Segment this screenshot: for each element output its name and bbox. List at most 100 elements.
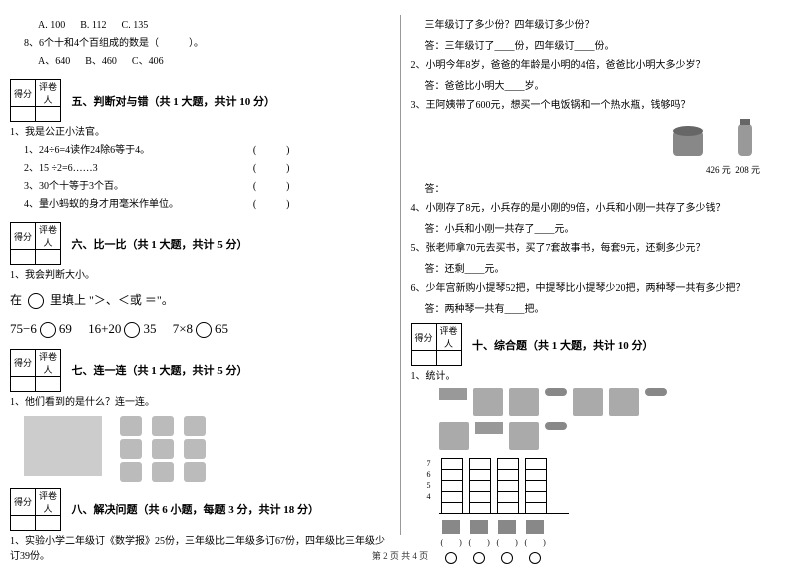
cat-icon: [470, 520, 488, 534]
obj: [184, 416, 206, 436]
obj: [152, 416, 174, 436]
cat-icon: [526, 520, 544, 534]
score-cell: [11, 376, 36, 391]
s5-i1: 1、24÷6=4读作24除6等于4。( ): [24, 143, 390, 158]
s8-ans4: 答：小兵和小刚一共存了____元。: [425, 220, 791, 235]
computer-icon: [439, 422, 469, 450]
cat-label: ( ): [497, 537, 517, 548]
score-box: 得分评卷人: [411, 323, 462, 366]
product-figure: 426 元 208 元: [411, 116, 761, 176]
page-footer: 第 2 页 共 4 页: [0, 549, 800, 562]
category-images: ( ) ( ) ( ) ( ): [441, 520, 791, 548]
score-cell: [411, 351, 436, 366]
people-image: [24, 416, 102, 476]
section-7-header: 得分评卷人 七、连一连（共 1 大题，共计 5 分）: [10, 349, 390, 392]
item-text: 4、量小蚂蚁的身才用毫米作单位。: [24, 199, 179, 210]
score-label: 得分: [11, 349, 36, 376]
score-cell: [11, 107, 36, 122]
q8: 8、6个十和4个百组成的数是（ ）。: [24, 36, 390, 51]
cat: ( ): [441, 520, 461, 548]
score-label: 得分: [11, 488, 36, 515]
obj: [120, 462, 142, 482]
score-label: 得分: [11, 223, 36, 250]
opt-b: B. 112: [80, 20, 106, 31]
reviewer-label: 评卷人: [36, 223, 61, 250]
right-column: 三年级订了多少份？四年级订多少份？ 答：三年级订了____份，四年级订____份…: [401, 0, 800, 540]
section-6-title: 六、比一比（共 1 大题，共计 5 分）: [72, 236, 248, 252]
s5-q1: 1、我是公正小法官。: [10, 125, 390, 140]
e3b: 65: [215, 321, 228, 336]
reviewer-label: 评卷人: [436, 324, 461, 351]
section-7-title: 七、连一连（共 1 大题，共计 5 分）: [72, 362, 248, 378]
circle-icon: [40, 322, 56, 338]
score-box: 得分评卷人: [10, 349, 61, 392]
s8-q4: 4、小刚存了8元，小兵存的是小刚的9倍，小兵和小刚一共存了多少钱？: [411, 201, 791, 216]
s6-q1: 1、我会判断大小。: [10, 268, 390, 283]
reviewer-cell: [36, 376, 61, 391]
e3a: 7×8: [173, 321, 193, 336]
obj: [120, 439, 142, 459]
computer-icon: [509, 388, 539, 416]
obj: [152, 439, 174, 459]
cat-icon: [498, 520, 516, 534]
item-text: 1、24÷6=4读作24除6等于4。: [24, 145, 150, 156]
mouse-icon: [645, 388, 667, 396]
ytick: 6: [427, 469, 431, 480]
reviewer-label: 评卷人: [36, 80, 61, 107]
bar: [497, 458, 519, 513]
reviewer-cell: [36, 515, 61, 530]
cat-icon: [442, 520, 460, 534]
e2a: 16+20: [88, 321, 121, 336]
cat: ( ): [469, 520, 489, 548]
section-10-header: 得分评卷人 十、综合题（共 1 大题，共计 10 分）: [411, 323, 791, 366]
ytick: 4: [427, 491, 431, 502]
y-axis: 7 6 5 4: [427, 458, 431, 502]
x-axis: [439, 513, 569, 514]
computer-icon: [573, 388, 603, 416]
obj: [184, 462, 206, 482]
section-10-title: 十、综合题（共 1 大题，共计 10 分）: [472, 337, 654, 353]
reviewer-cell: [436, 351, 461, 366]
objects-grid: [120, 416, 206, 482]
connect-figure: [24, 416, 390, 482]
q7-options: A. 100 B. 112 C. 135: [38, 18, 390, 33]
obj: [184, 439, 206, 459]
circle-icon: [124, 322, 140, 338]
s8-ans1: 答：三年级订了____份，四年级订____份。: [425, 37, 791, 52]
bar: [469, 458, 491, 513]
s6-exprs: 75−669 16+2035 7×865: [10, 319, 390, 339]
opt-c: C、406: [132, 56, 164, 67]
reviewer-cell: [36, 250, 61, 265]
mouse-icon: [545, 422, 567, 430]
s8-cont: 三年级订了多少份？四年级订多少份？: [425, 18, 791, 33]
opt-a: A. 100: [38, 20, 65, 31]
score-box: 得分评卷人: [10, 488, 61, 531]
computer-icon: [509, 422, 539, 450]
s8-ans6: 答：两种琴一共有____把。: [425, 300, 791, 315]
keyboard-icon: [475, 422, 503, 434]
s6-instr: 在 里填上 "＞、＜或 ＝"。: [10, 291, 390, 309]
score-label: 得分: [411, 324, 436, 351]
mouse-icon: [545, 388, 567, 396]
opt-a: A、640: [38, 56, 70, 67]
circle-icon: [28, 293, 44, 309]
s5-i4: 4、量小蚂蚁的身才用毫米作单位。( ): [24, 197, 390, 212]
cat-label: ( ): [525, 537, 545, 548]
section-8-title: 八、解决问题（共 6 小题，每题 3 分，共计 18 分）: [72, 501, 320, 517]
section-6-header: 得分评卷人 六、比一比（共 1 大题，共计 5 分）: [10, 222, 390, 265]
thermos-icon: [730, 116, 760, 161]
section-5-title: 五、判断对与错（共 1 大题，共计 10 分）: [72, 93, 276, 109]
s7-q1: 1、他们看到的是什么？连一连。: [10, 395, 390, 410]
score-cell: [11, 515, 36, 530]
s5-i2: 2、15 ÷2=6……3( ): [24, 161, 390, 176]
price2: 208 元: [735, 165, 760, 175]
item-text: 2、15 ÷2=6……3: [24, 163, 98, 174]
circle-icon: [196, 322, 212, 338]
q8-options: A、640 B、460 C、406: [38, 54, 390, 69]
bar-chart: 7 6 5 4: [411, 458, 791, 518]
reviewer-cell: [36, 107, 61, 122]
computer-icon: [609, 388, 639, 416]
price1: 426 元: [706, 165, 731, 175]
q3-text: 3、王阿姨带了600元，想买一个电饭锅和一个热水瓶，钱够吗？: [411, 100, 691, 111]
bars: [441, 458, 791, 513]
